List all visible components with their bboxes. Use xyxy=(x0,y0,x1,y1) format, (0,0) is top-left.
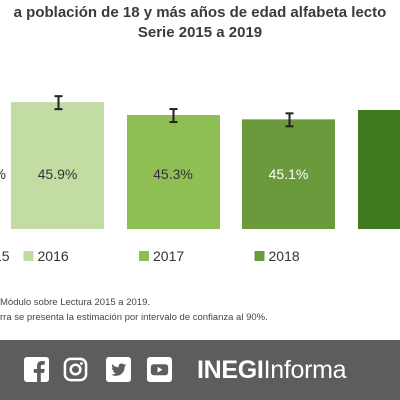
legend-label-2017: 2017 xyxy=(153,248,184,264)
data-label-2018: 45.1% xyxy=(269,166,309,182)
legend-label-2016: 2016 xyxy=(38,248,69,264)
chart-title: a población de 18 y más años de edad alf… xyxy=(13,4,387,21)
brand-bold: INEGI xyxy=(197,356,264,384)
inegi-informa-logo: INEGIInforma xyxy=(197,356,347,385)
data-label-2017: 45.3% xyxy=(153,166,193,182)
source-note: Módulo sobre Lectura 2015 a 2019. xyxy=(0,297,150,308)
legend-swatch-2016 xyxy=(23,251,34,261)
legend-swatch-2017 xyxy=(139,251,149,261)
confidence-note: rra se presenta la estimación por interv… xyxy=(0,312,268,323)
bar-chart: % 15 45.9% 2016 45.3% 2017 45.1% 2018 xyxy=(0,95,400,264)
legend-label-2018: 2018 xyxy=(269,248,300,264)
youtube-icon[interactable] xyxy=(147,357,172,382)
bar-2018 xyxy=(242,119,335,229)
legend-label-15: 15 xyxy=(0,248,10,264)
data-label-15: % xyxy=(0,166,6,182)
bar-2016 xyxy=(11,102,104,229)
data-label-2016: 45.9% xyxy=(38,166,78,182)
facebook-icon[interactable] xyxy=(24,357,49,382)
twitter-icon[interactable] xyxy=(106,357,131,382)
chart-subtitle: Serie 2015 a 2019 xyxy=(137,24,263,41)
brand-regular: Informa xyxy=(263,356,347,384)
bar-x xyxy=(358,110,400,229)
footer-bar: INEGIInforma xyxy=(0,340,400,400)
legend-swatch-2018 xyxy=(254,251,265,261)
bar-2017 xyxy=(127,115,220,229)
instagram-icon[interactable] xyxy=(63,357,88,382)
